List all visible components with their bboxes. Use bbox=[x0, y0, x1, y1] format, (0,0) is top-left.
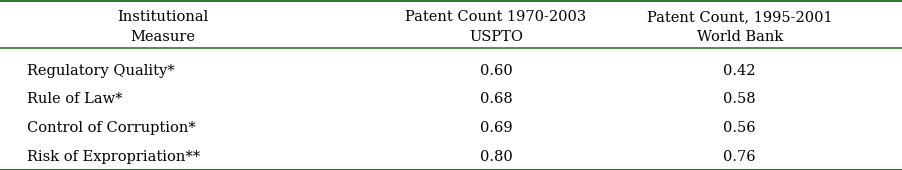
Text: 0.68: 0.68 bbox=[480, 92, 512, 106]
Text: Measure: Measure bbox=[130, 30, 195, 44]
Text: USPTO: USPTO bbox=[469, 30, 523, 44]
Text: 0.60: 0.60 bbox=[480, 64, 512, 78]
Text: Patent Count, 1995-2001: Patent Count, 1995-2001 bbox=[647, 10, 833, 24]
Text: 0.80: 0.80 bbox=[480, 150, 512, 164]
Text: 0.76: 0.76 bbox=[723, 150, 756, 164]
Text: 0.69: 0.69 bbox=[480, 121, 512, 135]
Text: 0.58: 0.58 bbox=[723, 92, 756, 106]
Text: Rule of Law*: Rule of Law* bbox=[27, 92, 123, 106]
Text: Risk of Expropriation**: Risk of Expropriation** bbox=[27, 150, 200, 164]
Text: Patent Count 1970-2003: Patent Count 1970-2003 bbox=[406, 10, 586, 24]
Text: Control of Corruption*: Control of Corruption* bbox=[27, 121, 196, 135]
Text: 0.56: 0.56 bbox=[723, 121, 756, 135]
Text: World Bank: World Bank bbox=[696, 30, 783, 44]
Text: Institutional: Institutional bbox=[116, 10, 208, 24]
Text: 0.42: 0.42 bbox=[723, 64, 756, 78]
Text: Regulatory Quality*: Regulatory Quality* bbox=[27, 64, 175, 78]
